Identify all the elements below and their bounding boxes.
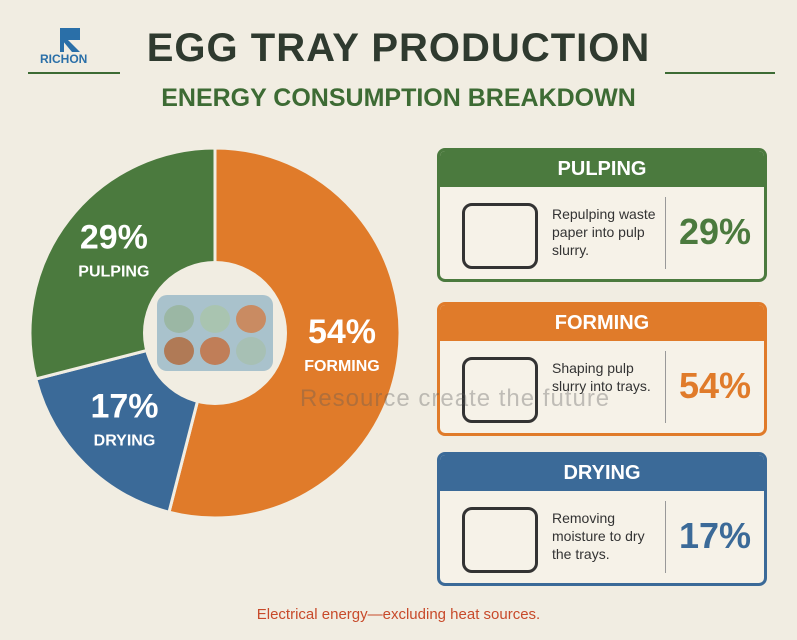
divider xyxy=(665,197,666,269)
card: FORMING Shaping pulp slurry into trays. 54… xyxy=(437,302,767,436)
card-icon xyxy=(462,357,538,423)
donut-chart: 54% FORMING 17% DRYING 29% PULPING xyxy=(28,146,402,520)
card: PULPING Repulping waste paper into pulp s… xyxy=(437,148,767,282)
card-percent: 29% xyxy=(678,211,752,252)
card-body: Removing moisture to dry the trays. 17% xyxy=(440,491,764,583)
card-icon xyxy=(462,203,538,269)
card-title: DRYING xyxy=(440,455,764,491)
slice-percent: 17% xyxy=(90,388,158,426)
egg xyxy=(236,305,266,333)
egg xyxy=(164,305,194,333)
logo: RICHON xyxy=(40,52,88,66)
slice-percent: 54% xyxy=(308,313,376,351)
divider xyxy=(665,351,666,423)
footnote: Electrical energy—excluding heat sources… xyxy=(256,606,541,623)
card-title: PULPING xyxy=(440,151,764,187)
card-percent: 54% xyxy=(678,365,752,406)
watermark: Resource create the future xyxy=(300,385,611,412)
card-description: Removing moisture to dry the trays. xyxy=(552,510,645,562)
egg xyxy=(236,337,266,365)
rule xyxy=(28,72,120,74)
card-body: Repulping waste paper into pulp slurry. 2… xyxy=(440,187,764,279)
slice-label: FORMING xyxy=(304,358,380,375)
slice-label: DRYING xyxy=(94,433,156,450)
card-icon xyxy=(462,507,538,573)
slice-percent: 29% xyxy=(80,219,148,257)
card-title: FORMING xyxy=(440,305,764,341)
card-description: Shaping pulp slurry into trays. xyxy=(552,360,651,394)
card-body: Shaping pulp slurry into trays. 54% xyxy=(440,341,764,433)
subtitle: ENERGY CONSUMPTION BREAKDOWN xyxy=(161,84,636,112)
egg xyxy=(200,305,230,333)
slice-label: PULPING xyxy=(78,264,149,281)
egg xyxy=(164,337,194,365)
egg xyxy=(200,337,230,365)
title: EGG TRAY PRODUCTION xyxy=(146,26,651,70)
divider xyxy=(665,501,666,573)
rule xyxy=(665,72,775,74)
card-percent: 17% xyxy=(678,515,752,556)
card: DRYING Removing moisture to dry the trays… xyxy=(437,452,767,586)
card-description: Repulping waste paper into pulp slurry. xyxy=(552,206,656,258)
